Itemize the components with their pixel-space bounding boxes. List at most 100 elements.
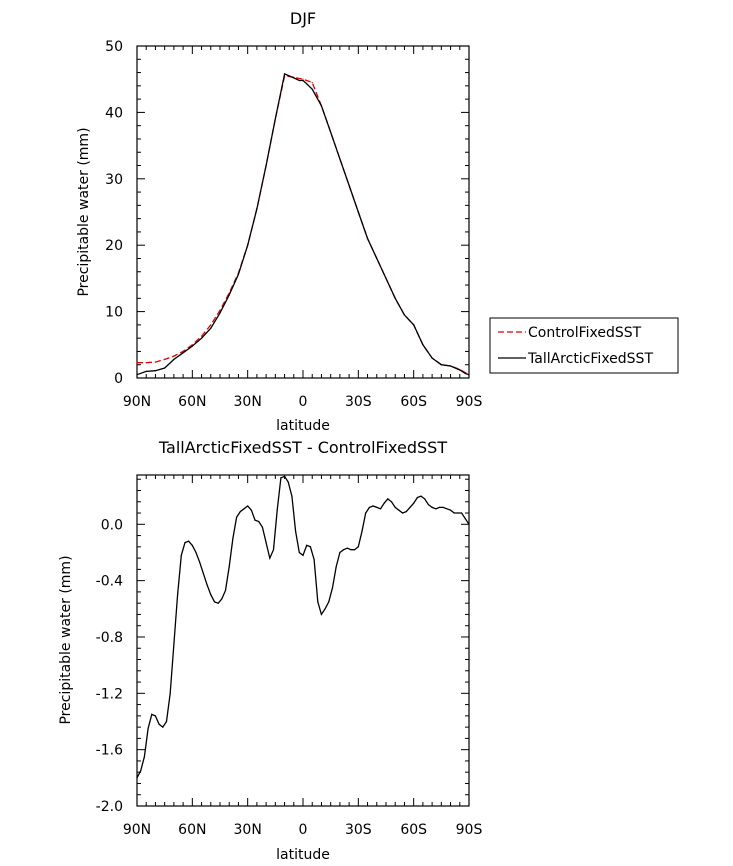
data-point-tallarcticfixedsst <box>247 244 249 246</box>
data-point-tallarcticfixedsst <box>265 164 267 167</box>
data-point-difference <box>191 544 193 547</box>
data-point-tallarcticfixedsst <box>210 327 212 329</box>
data-point-controlfixedsst <box>154 361 156 363</box>
data-point-tallarcticfixedsst <box>302 79 304 82</box>
data-point-difference <box>331 587 334 589</box>
data-point-difference <box>416 496 418 499</box>
x-axis-label-djf: latitude <box>276 418 330 434</box>
data-point-controlfixedsst <box>182 350 184 352</box>
data-point-tallarcticfixedsst <box>464 372 466 374</box>
data-point-difference <box>464 518 466 520</box>
data-point-tallarcticfixedsst <box>164 367 166 369</box>
data-point-controlfixedsst <box>298 77 300 80</box>
data-point-difference <box>306 544 308 547</box>
data-point-tallarcticfixedsst <box>413 324 415 326</box>
x-tick-label-djf: 0 <box>299 394 308 410</box>
data-point-difference <box>210 594 212 596</box>
data-point-difference <box>280 477 282 479</box>
data-point-tallarcticfixedsst <box>173 358 175 360</box>
data-point-tallarcticfixedsst <box>228 294 230 296</box>
data-point-difference <box>398 509 400 511</box>
data-point-difference <box>199 561 201 563</box>
x-tick-label-djf: 60S <box>400 394 427 410</box>
data-point-difference <box>158 723 160 725</box>
x-tick-label-djf: 30S <box>345 394 372 410</box>
data-point-tallarcticfixedsst <box>459 369 461 371</box>
data-point-difference <box>269 557 271 559</box>
data-point-difference <box>328 601 330 603</box>
data-point-tallarcticfixedsst <box>219 312 221 314</box>
data-point-difference <box>213 601 216 603</box>
data-point-controlfixedsst <box>201 335 203 337</box>
data-point-tallarcticfixedsst <box>450 365 452 367</box>
data-point-controlfixedsst <box>136 362 138 364</box>
series-line-tallarcticfixedsst <box>136 72 470 376</box>
x-tick-label-djf: 90S <box>456 394 483 410</box>
data-point-difference <box>317 601 319 603</box>
data-point-controlfixedsst <box>173 355 175 357</box>
y-tick-label-djf: 30 <box>105 172 123 188</box>
data-point-tallarcticfixedsst <box>154 370 156 372</box>
x-tick-label-difference: 90S <box>456 822 483 838</box>
data-point-tallarcticfixedsst <box>348 184 350 186</box>
data-point-tallarcticfixedsst <box>306 83 308 85</box>
data-point-difference <box>217 602 219 604</box>
y-tick-label-djf: 50 <box>105 39 123 55</box>
y-axis-label-difference: Precipitable water (mm) <box>58 555 74 724</box>
data-point-difference <box>420 495 422 497</box>
data-point-difference <box>324 608 326 610</box>
data-point-difference <box>361 530 363 532</box>
y-tick-label-difference: 0.0 <box>101 517 123 533</box>
data-point-difference <box>284 475 286 477</box>
data-point-difference <box>236 516 238 518</box>
y-tick-label-djf: 20 <box>105 238 123 254</box>
x-tick-label-difference: 90N <box>123 822 151 838</box>
data-point-tallarcticfixedsst <box>394 297 396 299</box>
data-point-difference <box>390 501 393 503</box>
data-point-difference <box>354 549 356 551</box>
data-point-controlfixedsst <box>302 78 304 80</box>
data-point-tallarcticfixedsst <box>367 238 369 240</box>
data-point-controlfixedsst <box>311 81 313 84</box>
data-point-tallarcticfixedsst <box>274 118 276 120</box>
data-point-difference <box>427 504 429 506</box>
x-tick-label-difference: 60S <box>400 822 427 838</box>
plot-frame-difference <box>136 474 470 807</box>
data-point-difference <box>372 505 374 507</box>
data-point-difference <box>446 508 448 510</box>
data-point-difference <box>394 506 396 508</box>
data-point-tallarcticfixedsst <box>376 257 378 260</box>
data-point-controlfixedsst <box>164 358 166 360</box>
data-point-difference <box>243 508 245 510</box>
data-point-difference <box>346 547 348 549</box>
data-point-difference <box>154 715 156 717</box>
data-point-difference <box>450 509 452 511</box>
data-point-difference <box>453 512 455 514</box>
data-point-tallarcticfixedsst <box>182 352 184 354</box>
data-point-tallarcticfixedsst <box>403 314 405 316</box>
data-point-difference <box>298 551 300 554</box>
data-point-difference <box>202 573 204 575</box>
data-point-difference <box>140 770 142 772</box>
data-point-difference <box>228 566 230 568</box>
data-point-difference <box>435 508 437 510</box>
data-point-difference <box>162 726 164 728</box>
data-point-difference <box>239 511 241 513</box>
x-tick-label-difference: 30S <box>345 822 372 838</box>
x-tick-label-djf: 90N <box>123 394 151 410</box>
data-point-difference <box>188 540 190 542</box>
y-tick-label-difference: -1.6 <box>96 743 123 759</box>
data-point-tallarcticfixedsst <box>201 337 203 339</box>
data-point-difference <box>195 551 197 554</box>
data-point-difference <box>287 481 289 483</box>
data-point-difference <box>409 506 411 508</box>
data-point-tallarcticfixedsst <box>298 79 300 82</box>
data-point-difference <box>376 506 378 508</box>
data-point-difference <box>302 554 304 556</box>
data-point-difference <box>413 502 415 504</box>
data-point-tallarcticfixedsst <box>339 158 341 160</box>
panel-djf: DJF latitude Precipitable water (mm) 90N… <box>76 9 679 434</box>
y-tick-label-djf: 10 <box>105 305 123 321</box>
legend-box <box>489 317 679 374</box>
